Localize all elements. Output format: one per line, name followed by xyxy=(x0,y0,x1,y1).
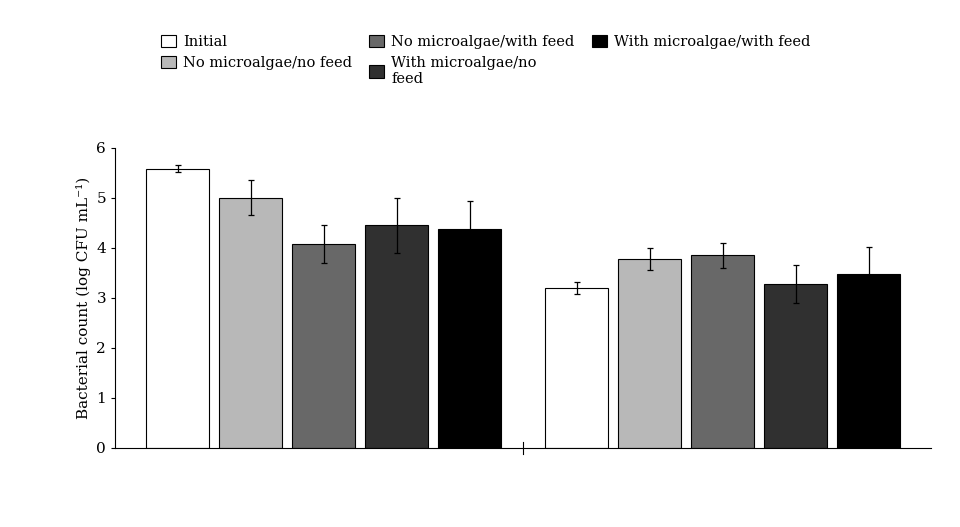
Bar xyxy=(764,284,828,448)
Bar xyxy=(292,243,355,448)
Bar xyxy=(219,198,282,448)
Bar xyxy=(146,169,209,448)
Bar xyxy=(618,259,682,448)
Bar xyxy=(837,274,900,448)
Bar xyxy=(691,255,755,448)
Bar xyxy=(365,225,428,448)
Bar xyxy=(545,288,609,448)
Legend: Initial, No microalgae/no feed, No microalgae/with feed, With microalgae/no
feed: Initial, No microalgae/no feed, No micro… xyxy=(156,28,816,92)
Y-axis label: Bacterial count (log CFU mL⁻¹): Bacterial count (log CFU mL⁻¹) xyxy=(76,177,91,419)
Bar xyxy=(438,229,501,448)
